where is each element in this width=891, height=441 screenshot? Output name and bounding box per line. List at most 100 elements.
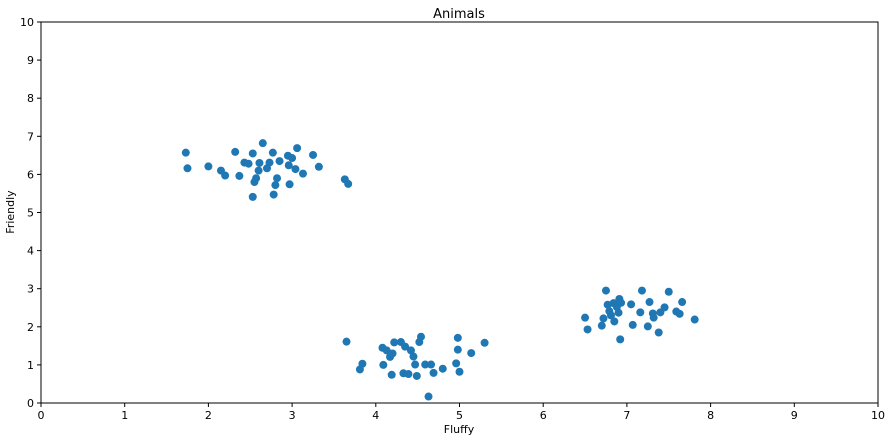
data-point [309, 150, 318, 159]
data-point [314, 162, 323, 171]
data-point [480, 338, 489, 347]
data-point [412, 371, 421, 380]
data-point [453, 345, 462, 354]
data-point [387, 370, 396, 379]
data-point [271, 181, 280, 190]
data-point [616, 335, 625, 344]
data-point [248, 192, 257, 201]
data-point [235, 171, 244, 180]
data-point [649, 313, 658, 322]
data-point [284, 161, 293, 170]
x-axis: 0 1 2 3 4 5 6 7 8 9 10 [38, 403, 885, 422]
data-point [268, 148, 277, 157]
data-point [252, 174, 261, 183]
data-point [390, 338, 399, 347]
data-point [344, 179, 353, 188]
data-point [265, 158, 274, 167]
data-point [254, 166, 263, 175]
y-axis-label: Friendly [4, 190, 17, 234]
data-point [258, 139, 267, 148]
y-axis: 0 1 2 3 4 5 6 7 8 9 10 [20, 16, 41, 410]
x-tick-label: 8 [707, 409, 714, 422]
data-point [231, 147, 240, 156]
x-tick-label: 0 [38, 409, 45, 422]
data-point [637, 286, 646, 295]
data-point [599, 314, 608, 323]
x-tick-label: 7 [623, 409, 630, 422]
data-point [690, 315, 699, 324]
data-point [438, 364, 447, 373]
data-point [678, 298, 687, 307]
data-point [628, 320, 637, 329]
x-tick-label: 3 [289, 409, 296, 422]
data-point [583, 325, 592, 334]
data-point [379, 360, 388, 369]
y-tick-label: 6 [27, 168, 34, 181]
data-point [467, 349, 476, 358]
data-point [244, 159, 253, 168]
data-point [636, 308, 645, 317]
data-point [291, 165, 300, 174]
chart-title: Animals [433, 7, 485, 22]
y-tick-label: 10 [20, 16, 34, 29]
data-point [429, 368, 438, 377]
x-tick-label: 5 [456, 409, 463, 422]
data-point [409, 352, 418, 361]
data-point [421, 360, 430, 369]
x-axis-label: Fluffy [444, 423, 475, 436]
data-point [221, 171, 230, 180]
x-tick-label: 4 [372, 409, 379, 422]
plot-area [40, 21, 879, 404]
data-point [416, 332, 425, 341]
y-tick-label: 3 [27, 283, 34, 296]
data-point [660, 303, 669, 312]
data-point [404, 370, 413, 379]
data-point [452, 359, 461, 368]
y-tick-label: 7 [27, 130, 34, 143]
data-point [453, 333, 462, 342]
y-tick-label: 5 [27, 207, 34, 220]
data-point [285, 180, 294, 189]
data-point [275, 157, 284, 166]
data-point [358, 359, 367, 368]
data-point [645, 298, 654, 307]
scatter-points [181, 139, 699, 401]
data-point [388, 349, 397, 358]
data-point [614, 308, 623, 317]
x-tick-label: 9 [791, 409, 798, 422]
y-tick-label: 4 [27, 245, 34, 258]
data-point [643, 322, 652, 331]
data-point [406, 346, 415, 355]
data-point [342, 337, 351, 346]
data-point [273, 174, 282, 183]
data-point [601, 286, 610, 295]
y-tick-label: 0 [27, 397, 34, 410]
data-point [248, 149, 257, 158]
y-tick-label: 8 [27, 92, 34, 105]
y-tick-label: 9 [27, 54, 34, 67]
plot-frame [40, 21, 879, 404]
x-tick-label: 6 [540, 409, 547, 422]
x-tick-label: 10 [871, 409, 885, 422]
data-point [298, 169, 307, 178]
data-point [675, 309, 684, 318]
data-point [181, 148, 190, 157]
data-point [627, 300, 636, 309]
data-point [617, 298, 626, 307]
x-tick-label: 2 [205, 409, 212, 422]
data-point [269, 190, 278, 199]
data-point [610, 317, 619, 326]
data-point [401, 342, 410, 351]
x-tick-label: 1 [121, 409, 128, 422]
data-point [183, 164, 192, 173]
data-point [255, 158, 264, 167]
y-tick-label: 2 [27, 321, 34, 334]
data-point [293, 144, 302, 153]
data-point [455, 367, 464, 376]
data-point [411, 360, 420, 369]
data-point [427, 360, 436, 369]
data-point [664, 287, 673, 296]
y-tick-label: 1 [27, 359, 34, 372]
data-point [597, 321, 606, 330]
